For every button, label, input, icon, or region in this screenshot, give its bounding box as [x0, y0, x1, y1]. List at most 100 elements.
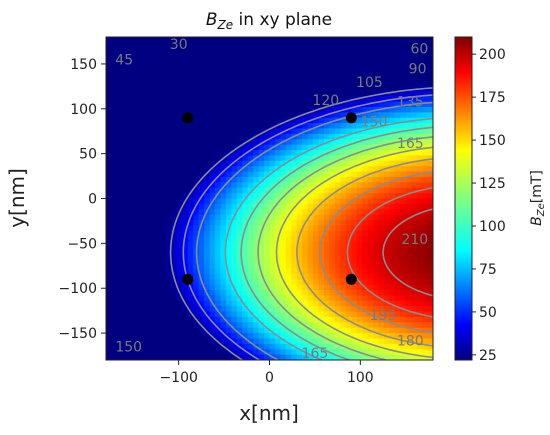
heatmap-cell — [340, 166, 347, 173]
heatmap-cell — [296, 241, 303, 248]
heatmap-cell — [236, 176, 243, 183]
heatmap-cell — [400, 176, 407, 183]
heatmap-cell — [247, 252, 254, 259]
heatmap-cell — [416, 144, 423, 151]
heatmap-cell — [133, 90, 140, 97]
heatmap-cell — [111, 85, 118, 92]
heatmap-cell — [324, 171, 331, 178]
heatmap-cell — [247, 74, 254, 81]
heatmap-cell — [422, 150, 429, 157]
heatmap-cell — [198, 58, 205, 65]
heatmap-cell — [334, 343, 341, 350]
heatmap-cell — [356, 246, 363, 253]
heatmap-cell — [405, 268, 412, 275]
heatmap-cell — [264, 354, 271, 360]
heatmap-cell — [405, 230, 412, 237]
heatmap-cell — [291, 176, 298, 183]
heatmap-cell — [155, 63, 162, 70]
heatmap-cell — [160, 349, 167, 356]
heatmap-cell — [274, 155, 281, 162]
heatmap-cell — [269, 69, 276, 76]
heatmap-cell — [193, 150, 200, 157]
heatmap-cell — [296, 349, 303, 356]
heatmap-cell — [318, 58, 325, 65]
heatmap-cell — [345, 101, 352, 108]
heatmap-cell — [106, 53, 113, 60]
heatmap-cell — [351, 144, 358, 151]
heatmap-cell — [416, 193, 423, 200]
heatmap-cell — [242, 214, 249, 221]
heatmap-cell — [187, 42, 194, 49]
heatmap-cell — [324, 101, 331, 108]
heatmap-cell — [160, 37, 167, 43]
heatmap-cell — [176, 246, 183, 253]
heatmap-cell — [416, 306, 423, 313]
heatmap-cell — [133, 166, 140, 173]
heatmap-cell — [193, 80, 200, 87]
heatmap-cell — [280, 198, 287, 205]
heatmap-cell — [198, 63, 205, 70]
heatmap-cell — [340, 53, 347, 60]
heatmap-cell — [422, 112, 429, 119]
heatmap-cell — [394, 279, 401, 286]
heatmap-cell — [247, 128, 254, 135]
heatmap-cell — [400, 198, 407, 205]
heatmap-cell — [405, 106, 412, 113]
colorbar-tick-label: 125 — [479, 176, 506, 192]
heatmap-cell — [133, 354, 140, 360]
heatmap-cell — [274, 101, 281, 108]
heatmap-cell — [220, 246, 227, 253]
heatmap-cell — [405, 155, 412, 162]
heatmap-cell — [198, 171, 205, 178]
heatmap-cell — [291, 106, 298, 113]
heatmap-cell — [427, 316, 433, 323]
heatmap-cell — [373, 273, 380, 280]
heatmap-cell — [127, 354, 134, 360]
heatmap-cell — [307, 203, 314, 210]
heatmap-cell — [280, 53, 287, 60]
heatmap-cell — [149, 306, 156, 313]
heatmap-cell — [116, 106, 123, 113]
heatmap-cell — [285, 252, 292, 259]
heatmap-cell — [209, 354, 216, 360]
heatmap-cell — [176, 220, 183, 227]
heatmap-cell — [198, 290, 205, 296]
heatmap-cell — [171, 230, 178, 237]
heatmap-cell — [285, 74, 292, 81]
heatmap-cell — [149, 166, 156, 173]
heatmap-cell — [264, 42, 271, 49]
heatmap-cell — [416, 198, 423, 205]
heatmap-cell — [329, 96, 336, 103]
heatmap-cell — [351, 150, 358, 157]
heatmap-cell — [220, 236, 227, 243]
heatmap-cell — [274, 279, 281, 286]
heatmap-cell — [405, 133, 412, 140]
heatmap-cell — [307, 112, 314, 119]
heatmap-cell — [427, 37, 433, 43]
heatmap-cell — [307, 290, 314, 296]
heatmap-cell — [400, 150, 407, 157]
heatmap-cell — [367, 214, 374, 221]
heatmap-cell — [280, 155, 287, 162]
heatmap-cell — [313, 133, 320, 140]
heatmap-cell — [258, 338, 265, 345]
heatmap-cell — [422, 246, 429, 253]
heatmap-cell — [324, 295, 331, 302]
heatmap-cell — [411, 128, 418, 135]
heatmap-cell — [302, 63, 309, 70]
heatmap-cell — [427, 284, 433, 291]
heatmap-cell — [378, 171, 385, 178]
heatmap-cell — [258, 96, 265, 103]
heatmap-cell — [324, 80, 331, 87]
heatmap-cell — [394, 343, 401, 350]
heatmap-cell — [367, 241, 374, 248]
heatmap-cell — [193, 96, 200, 103]
heatmap-cell — [269, 166, 276, 173]
heatmap-cell — [204, 343, 211, 350]
heatmap-cell — [367, 112, 374, 119]
heatmap-cell — [394, 160, 401, 167]
heatmap-cell — [111, 193, 118, 200]
heatmap-cell — [236, 327, 243, 334]
heatmap-cell — [285, 155, 292, 162]
heatmap-cell — [324, 47, 331, 54]
